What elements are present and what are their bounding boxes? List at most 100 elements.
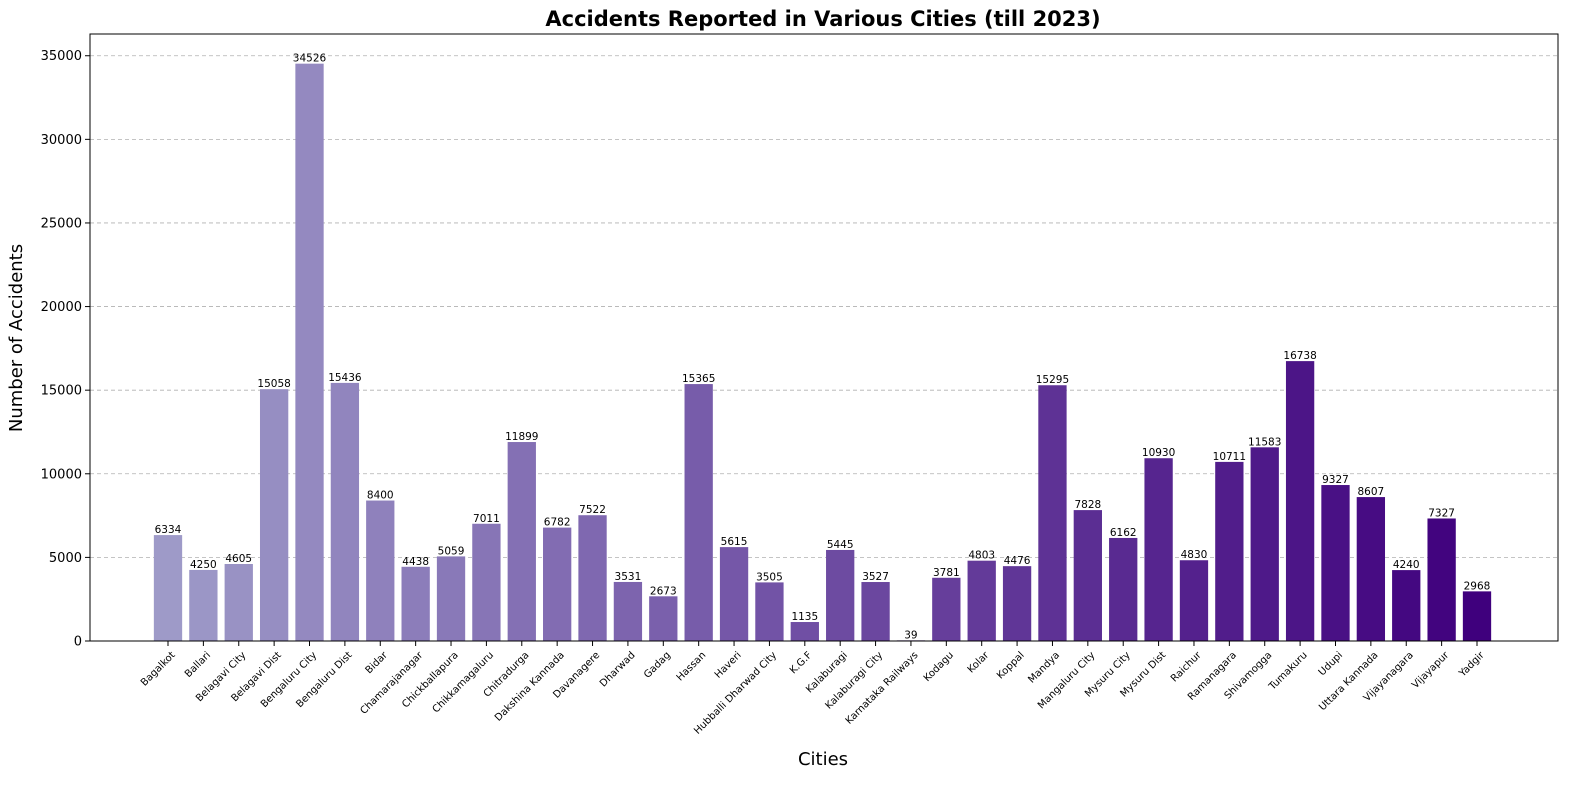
bar	[224, 563, 253, 641]
bar	[1462, 591, 1492, 641]
x-tick-label: Raichur	[1169, 649, 1204, 684]
x-tick-label: Ballari	[183, 650, 213, 680]
bar	[826, 549, 855, 641]
data-label: 2968	[1464, 580, 1491, 592]
x-tick-label: K.G.F	[788, 650, 815, 677]
bar	[436, 556, 466, 641]
data-label: 10930	[1142, 447, 1175, 459]
bar	[543, 527, 572, 641]
data-label: 39	[904, 629, 917, 641]
data-label: 7011	[473, 513, 500, 525]
bar	[1144, 458, 1173, 641]
data-label: 7327	[1428, 507, 1455, 519]
x-tick-label: Haveri	[713, 650, 744, 681]
x-tick-label: Hassan	[675, 650, 709, 684]
x-tick-label: Chikkamagaluru	[431, 650, 496, 715]
data-label: 5615	[721, 536, 748, 548]
bar	[578, 515, 607, 641]
data-label: 5059	[438, 545, 465, 557]
data-label: 7522	[579, 504, 606, 516]
bar	[1321, 485, 1350, 641]
bar	[719, 547, 749, 641]
y-tick-label: 5000	[49, 551, 82, 566]
y-tick-label: 10000	[41, 467, 82, 482]
data-label: 15365	[682, 373, 715, 385]
bar	[932, 577, 961, 641]
data-label: 4240	[1393, 559, 1420, 571]
data-label: 15436	[328, 372, 362, 384]
bar	[1285, 361, 1315, 641]
y-tick-label: 15000	[41, 384, 82, 399]
x-tick-label: Dakshina Kannada	[493, 650, 567, 724]
bar	[1038, 385, 1067, 641]
data-label: 6782	[544, 517, 571, 529]
data-label: 4476	[1004, 555, 1031, 567]
x-tick-label: Mandya	[1026, 650, 1062, 686]
y-axis-ticks: 0 5000 10000 15000 20000 25000 30000 35000	[41, 49, 90, 650]
bar	[755, 582, 784, 641]
data-label: 6162	[1110, 527, 1137, 539]
data-label: 2673	[650, 585, 677, 597]
bar	[153, 535, 183, 641]
data-labels: 6334 4250 4605 15058 34526 15436 8400 4438 5059 7…	[155, 53, 1491, 642]
data-label: 16738	[1283, 350, 1316, 362]
plot-frame	[89, 33, 1559, 642]
data-label: 6334	[155, 524, 182, 536]
data-label: 3527	[862, 571, 889, 583]
bar	[1250, 447, 1279, 641]
bar	[189, 569, 218, 641]
x-tick-label: Udupi	[1317, 650, 1345, 678]
bar	[1002, 566, 1032, 641]
bar	[1427, 518, 1456, 641]
x-tick-label: Bagalkot	[139, 650, 178, 689]
data-label: 4438	[402, 556, 429, 568]
data-label: 1135	[791, 611, 818, 623]
x-tick-label: Koppal	[995, 650, 1027, 682]
y-tick-label: 30000	[41, 133, 82, 148]
bar	[790, 622, 819, 641]
bar	[967, 560, 996, 641]
x-tick-label: Kolar	[966, 649, 992, 675]
chart-title: Accidents Reported in Various Cities (ti…	[545, 7, 1100, 31]
data-label: 8400	[367, 490, 394, 502]
bar	[1356, 497, 1386, 641]
data-label: 3531	[615, 571, 642, 583]
y-tick-label: 20000	[41, 300, 82, 315]
data-label: 4803	[968, 550, 995, 562]
bar	[1073, 510, 1102, 641]
data-label: 8607	[1357, 486, 1384, 498]
bar	[401, 566, 430, 641]
data-label: 11583	[1248, 436, 1281, 448]
y-tick-label: 25000	[41, 216, 82, 231]
bar	[259, 389, 289, 641]
data-label: 9327	[1322, 474, 1349, 486]
data-label: 7828	[1074, 499, 1101, 511]
y-axis-label: Number of Accidents	[6, 244, 27, 432]
bar	[613, 581, 643, 641]
bar	[472, 523, 501, 641]
x-tick-label: Karnataka Railways	[844, 650, 921, 727]
data-label: 4605	[225, 553, 252, 565]
x-tick-label: Yadgir	[1457, 649, 1488, 680]
x-tick-label: Bidar	[364, 649, 391, 676]
data-label: 34526	[293, 53, 327, 65]
data-label: 3781	[933, 567, 960, 579]
bar	[861, 582, 890, 641]
x-tick-label: Vijayapur	[1410, 649, 1452, 691]
bars	[153, 63, 1492, 641]
bar	[1109, 537, 1138, 641]
data-label: 4250	[190, 559, 217, 571]
bar	[649, 596, 678, 641]
data-label: 15295	[1036, 374, 1069, 386]
bar	[1215, 461, 1244, 641]
x-tick-label: Dharwad	[598, 650, 638, 690]
bar	[684, 384, 713, 641]
x-tick-label: Chamarajanagar	[358, 649, 425, 716]
y-tick-label: 35000	[41, 49, 82, 64]
data-label: 4830	[1181, 549, 1208, 561]
x-tick-label: Gadag	[642, 650, 673, 681]
bar	[507, 442, 536, 641]
data-label: 10711	[1213, 451, 1246, 463]
bar	[366, 500, 395, 641]
